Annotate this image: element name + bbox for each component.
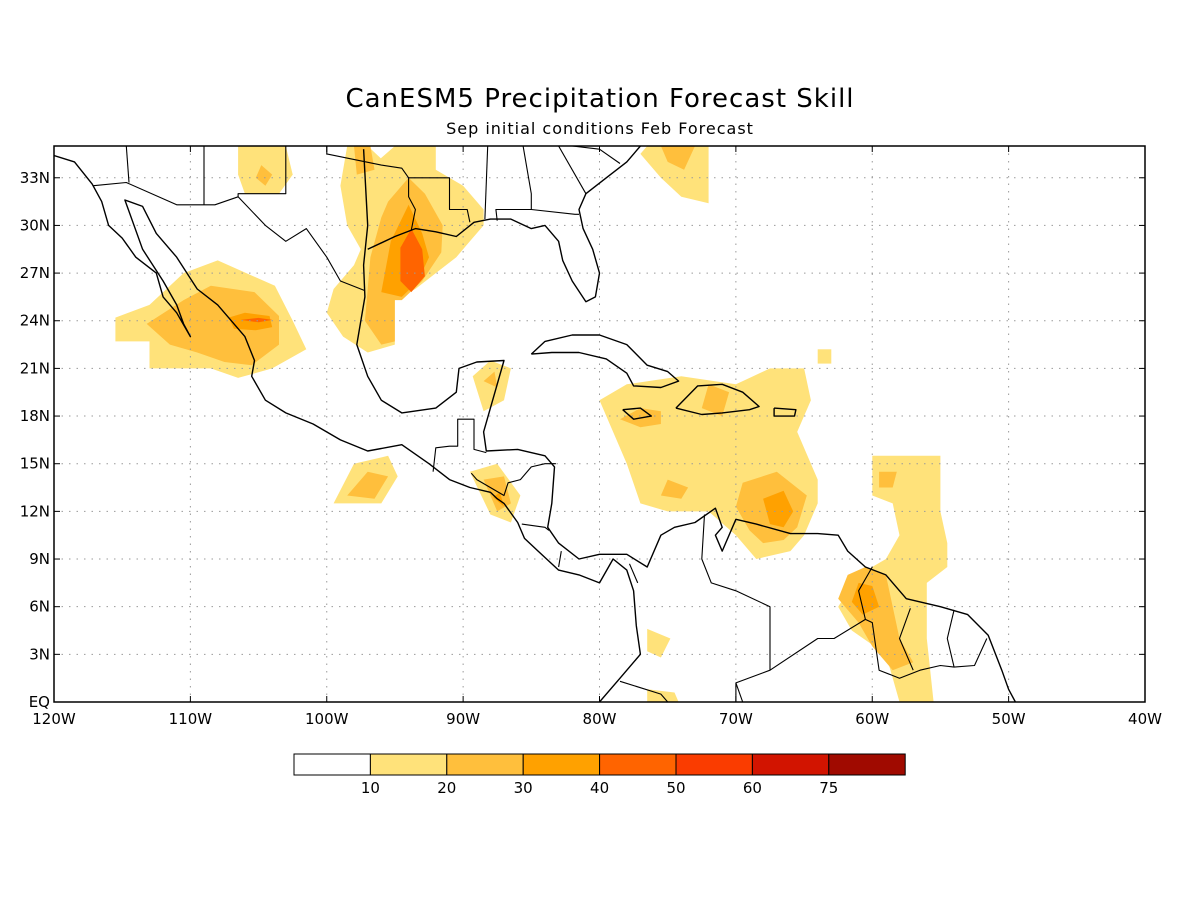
colorbar-swatch-2 xyxy=(446,753,524,776)
lat-label-12N: 12N xyxy=(20,502,50,520)
colorbar-label-50: 50 xyxy=(666,779,685,797)
lat-label-EQ: EQ xyxy=(29,693,50,711)
lon-label-40W: 40W xyxy=(1128,710,1162,728)
boundary-ecuador-peru xyxy=(619,680,669,702)
colorbar-label-10: 10 xyxy=(361,779,380,797)
lon-label-90W: 90W xyxy=(446,710,480,728)
skill-region-caribbean-20-3 xyxy=(660,479,689,499)
borders-layer xyxy=(93,146,988,702)
skill-shading-layer xyxy=(115,146,948,702)
boundary-suriname-french-guiana xyxy=(946,609,955,668)
boundary-us-states-tx-ok xyxy=(326,146,416,231)
colorbar-swatch-6 xyxy=(751,753,830,776)
lat-label-33N: 33N xyxy=(20,169,50,187)
coastline-us-gulf-coast xyxy=(367,146,641,303)
skill-region-baja-west-mexico-30-2 xyxy=(228,312,273,331)
skill-region-florida-atlantic-20-1 xyxy=(660,146,695,170)
colorbar-swatch-4 xyxy=(599,753,677,776)
lat-label-21N: 21N xyxy=(20,359,50,377)
colorbar-swatch-0 xyxy=(293,753,371,776)
lat-label-15N: 15N xyxy=(20,455,50,473)
lat-label-24N: 24N xyxy=(20,312,50,330)
boundary-nicaragua-costa-rica xyxy=(521,523,550,531)
boundary-us-states-ga-sc xyxy=(558,146,587,194)
colorbar-label-20: 20 xyxy=(437,779,456,797)
colorbar: 10 20 30 40 50 60 75 xyxy=(293,753,906,797)
lon-label-60W: 60W xyxy=(855,710,889,728)
coastline-gulf-caribbean-coast xyxy=(356,149,1017,702)
colorbar-swatch-5 xyxy=(675,753,753,776)
boundary-us-states-al-ga xyxy=(495,146,532,221)
boundary-us-states-ms-al xyxy=(484,146,489,220)
coastline-north-america-coast xyxy=(54,154,642,702)
colorbar-swatch-7 xyxy=(828,753,906,776)
skill-region-baja-west-mexico-20-1 xyxy=(146,285,279,366)
boundary-us-mexico-border xyxy=(93,181,366,292)
lon-label-100W: 100W xyxy=(305,710,349,728)
boundary-us-states-nc-sc xyxy=(540,146,621,164)
skill-region-texas-gulf-40-3 xyxy=(400,228,425,293)
lon-label-50W: 50W xyxy=(992,710,1026,728)
boundary-us-states-ga-fl xyxy=(531,208,579,215)
boundary-honduras-borders xyxy=(470,463,556,497)
coastlines-layer xyxy=(54,146,1017,702)
lat-label-27N: 27N xyxy=(20,264,50,282)
skill-region-atlantic-guianas-10-0 xyxy=(838,455,948,702)
map-title: CanESM5 Precipitation Forecast Skill xyxy=(345,84,855,114)
coastline-jamaica xyxy=(622,407,652,420)
skill-region-caribbean-20-2 xyxy=(701,384,730,417)
coastline-hispaniola xyxy=(675,383,760,416)
boundary-venezuela-guyana xyxy=(858,566,873,620)
skill-region-northern-mexico-strip-10-0 xyxy=(340,146,389,250)
skill-region-colombia-1-10-0 xyxy=(647,628,671,658)
lat-label-3N: 3N xyxy=(29,645,50,663)
lon-label-110W: 110W xyxy=(169,710,213,728)
colorbar-swatch-1 xyxy=(369,753,448,776)
boundary-guyana-suriname xyxy=(898,608,914,671)
gulf-box-mask xyxy=(394,300,447,347)
lon-label-80W: 80W xyxy=(583,710,617,728)
boundary-guatemala-borders xyxy=(432,418,487,472)
colorbar-label-30: 30 xyxy=(514,779,533,797)
lat-label-6N: 6N xyxy=(29,598,50,616)
skill-region-florida-atlantic-10-0 xyxy=(640,146,709,204)
gridlines xyxy=(54,146,1145,702)
colorbar-label-40: 40 xyxy=(590,779,609,797)
boundary-us-states-west xyxy=(125,146,130,183)
colorbar-label-60: 60 xyxy=(743,779,762,797)
skill-region-lesser-antilles-spot-10-0 xyxy=(817,349,832,364)
skill-region-caribbean-30-5 xyxy=(763,490,794,528)
boundary-brazil-colombia xyxy=(735,682,744,702)
boundary-us-states-nm-tx xyxy=(237,146,287,197)
boundary-us-states-la-ms xyxy=(408,177,471,223)
map-subtitle: Sep initial conditions Feb Forecast xyxy=(446,119,754,138)
skill-region-arizona-spot-20-1 xyxy=(255,165,273,186)
lon-label-70W: 70W xyxy=(719,710,753,728)
skill-region-atlantic-guianas-20-2 xyxy=(879,471,897,488)
coastline-puerto-rico xyxy=(773,407,797,417)
boundary-venezuela-brazil xyxy=(769,618,988,679)
skill-region-gulf-of-honduras-20-1 xyxy=(483,371,498,388)
coastline-cuba xyxy=(530,334,680,389)
boundary-costa-rica-panama xyxy=(558,551,562,568)
lon-label-120W: 120W xyxy=(32,710,76,728)
colorbar-swatch-3 xyxy=(522,753,601,776)
lat-label-30N: 30N xyxy=(20,216,50,234)
skill-region-gulf-of-honduras-10-0 xyxy=(472,360,511,412)
skill-region-pacific-mexico-20-1 xyxy=(347,471,389,499)
lat-label-18N: 18N xyxy=(20,407,50,425)
boundary-colombia-venezuela xyxy=(701,514,771,702)
lat-label-9N: 9N xyxy=(29,550,50,568)
colorbar-label-75: 75 xyxy=(819,779,838,797)
boundary-panama-colombia xyxy=(628,563,639,584)
